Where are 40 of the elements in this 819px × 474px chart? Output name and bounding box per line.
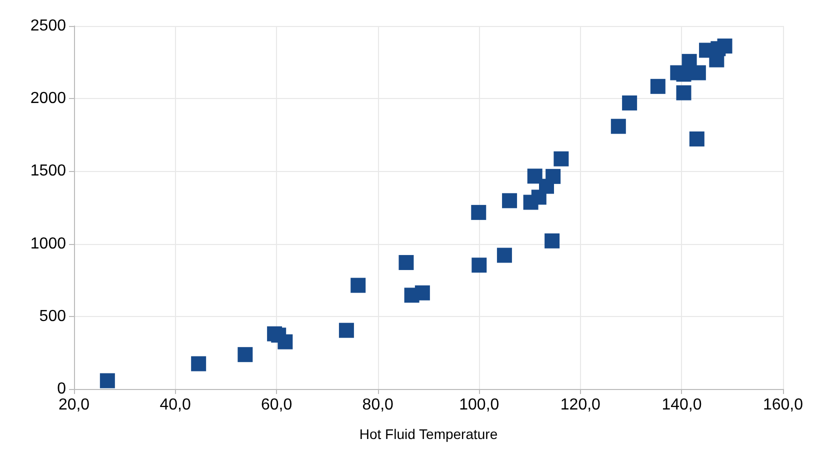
point — [238, 347, 253, 362]
x-tick-label: 60,0 — [261, 396, 292, 414]
x-tick-label: 100,0 — [459, 396, 500, 414]
y-tick-label: 1000 — [30, 235, 66, 252]
point — [610, 118, 626, 134]
y-tick-label: 1500 — [30, 162, 66, 180]
x-tick-label: 20,0 — [58, 396, 90, 414]
point — [676, 66, 692, 82]
point — [682, 54, 697, 69]
point — [100, 373, 115, 388]
point — [496, 248, 512, 263]
y-tick-label: 0 — [57, 380, 66, 398]
y-tick-label: 2000 — [30, 90, 66, 108]
point — [717, 38, 732, 54]
point — [650, 78, 666, 94]
x-tick-label: 40,0 — [160, 396, 191, 414]
point — [622, 95, 638, 110]
y-tick-label: 500 — [39, 308, 66, 325]
point — [690, 65, 706, 80]
point — [546, 168, 561, 184]
x-tick-label: 80,0 — [362, 396, 394, 414]
point — [471, 204, 486, 220]
point — [554, 151, 569, 166]
point — [472, 258, 487, 273]
point — [191, 356, 206, 372]
point — [689, 131, 704, 146]
point — [398, 255, 414, 270]
x-tick-label: 120,0 — [560, 396, 601, 414]
point — [350, 278, 366, 293]
point — [338, 322, 354, 338]
point — [544, 233, 560, 248]
y-tick-label: 2500 — [30, 18, 66, 34]
point — [502, 193, 518, 208]
x-axis-title: Hot Fluid Temperature — [359, 426, 498, 442]
point — [414, 285, 430, 300]
x-tick-label: 160,0 — [762, 396, 804, 414]
point — [278, 334, 293, 350]
point — [527, 168, 542, 184]
x-tick-label: 140,0 — [662, 396, 702, 414]
point — [676, 85, 692, 100]
